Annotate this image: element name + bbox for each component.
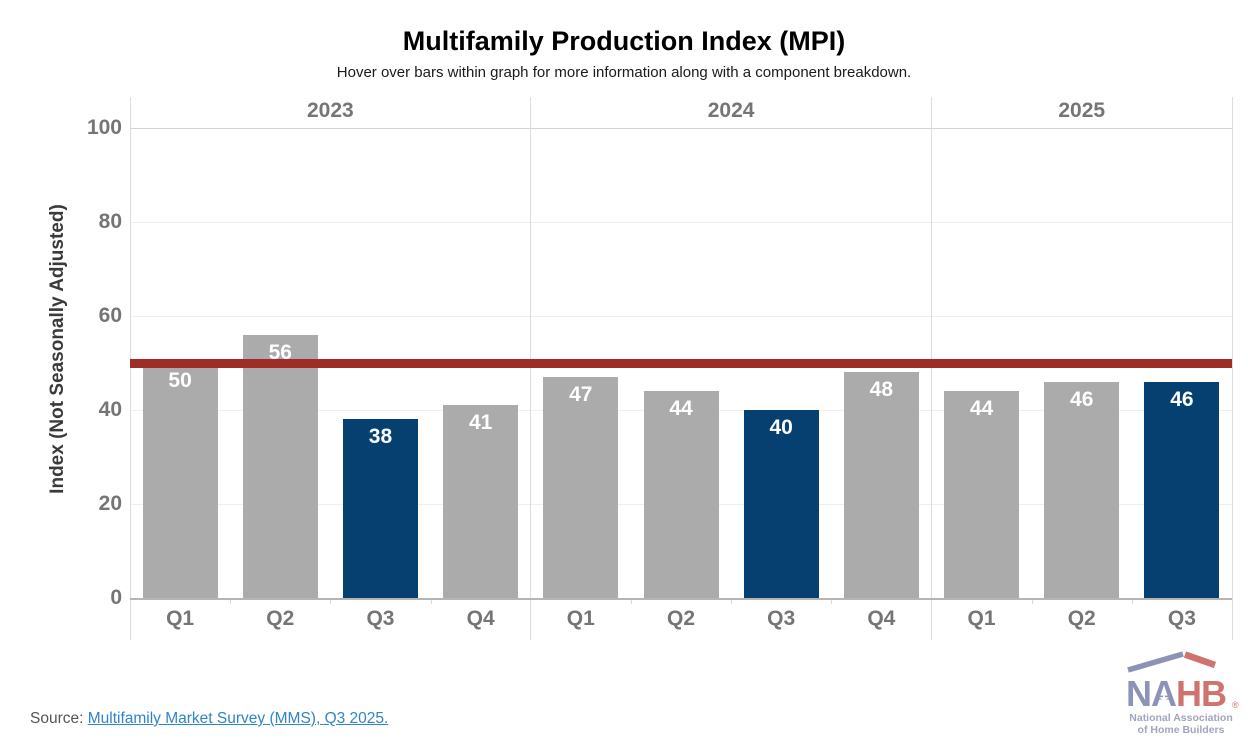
star-icon: ★: [1158, 691, 1170, 706]
gridline-100: [130, 128, 1232, 130]
x-label-2025-q2: Q2: [1067, 607, 1096, 630]
logo-subtitle-line2: of Home Builders: [1138, 724, 1225, 736]
x-label-2023-q3: Q3: [366, 607, 395, 630]
x-label-2024-q1: Q1: [566, 607, 595, 630]
x-label-2023-q4: Q4: [466, 607, 495, 630]
bar-value-2024-q3: 40: [769, 416, 793, 440]
y-tick-label-20: 20: [98, 492, 122, 515]
logo-roof-right: [1183, 651, 1217, 669]
y-axis-title: Index (Not Seasonally Adjusted): [47, 204, 68, 494]
bar-2024-q3[interactable]: 40: [743, 410, 819, 598]
y-tick-label-100: 100: [86, 116, 122, 140]
plot-right-border: [1231, 97, 1233, 640]
bar-2023-q3[interactable]: 38: [342, 419, 418, 598]
x-label-2025-q1: Q1: [967, 607, 996, 630]
source-prefix: Source:: [30, 710, 88, 727]
y-tick-label-0: 0: [110, 586, 122, 609]
gridline-60: [130, 316, 1232, 318]
x-minor-tick: [630, 598, 632, 604]
year-separator: [530, 97, 532, 640]
y-tick-label-60: 60: [98, 304, 122, 328]
bar-2025-q2[interactable]: 46: [1044, 381, 1120, 598]
bar-2023-q2[interactable]: 56: [242, 334, 318, 598]
chart-subtitle: Hover over bars within graph for more in…: [336, 64, 912, 81]
x-axis-line: [130, 598, 1232, 600]
bar-value-2024-q2: 44: [669, 397, 693, 421]
logo-wordmark: NAHB: [1126, 673, 1226, 714]
plot-left-border: [129, 97, 131, 640]
bar-value-2025-q3: 46: [1170, 387, 1194, 411]
y-tick-label-40: 40: [98, 398, 122, 422]
bar-2024-q4[interactable]: 48: [843, 372, 919, 598]
year-label-2023: 2023: [307, 99, 354, 122]
bar-value-2023-q1: 50: [168, 369, 192, 393]
x-minor-tick: [1031, 598, 1033, 604]
bar-value-2025-q1: 44: [969, 397, 994, 421]
x-minor-tick: [831, 598, 833, 604]
bar-value-2024-q1: 47: [569, 383, 593, 407]
x-minor-tick: [230, 598, 232, 604]
bar-value-2023-q3: 38: [368, 425, 393, 449]
source-link[interactable]: Multifamily Market Survey (MMS), Q3 2025…: [87, 710, 389, 727]
breakeven-line-50: [130, 358, 1232, 368]
x-label-2023-q2: Q2: [266, 607, 295, 630]
bar-2023-q4[interactable]: 41: [443, 405, 519, 598]
bar-value-2025-q2: 46: [1070, 387, 1094, 411]
gridline-80: [130, 222, 1232, 224]
nahb-logo: NAHB ★ ® National Association of Home Bu…: [1126, 651, 1239, 736]
x-label-2024-q3: Q3: [767, 607, 796, 630]
year-label-2025: 2025: [1058, 99, 1106, 122]
bar-2024-q2[interactable]: 44: [643, 391, 719, 598]
logo-subtitle-line1: National Association: [1129, 712, 1232, 724]
x-label-2024-q4: Q4: [867, 607, 896, 630]
logo-registered-mark: ®: [1232, 700, 1239, 710]
bar-value-2023-q4: 41: [468, 411, 493, 435]
x-label-2024-q2: Q2: [666, 607, 695, 630]
x-label-2025-q3: Q3: [1167, 607, 1196, 630]
bar-value-2024-q4: 48: [869, 378, 894, 402]
source-line: Source: Multifamily Market Survey (MMS),…: [30, 710, 388, 728]
bar-2025-q3[interactable]: 46: [1144, 381, 1220, 598]
bar-2025-q1[interactable]: 44: [944, 391, 1020, 598]
x-minor-tick: [330, 598, 332, 604]
chart-title: Multifamily Production Index (MPI): [402, 26, 846, 56]
year-separator: [930, 97, 932, 640]
bar-value-2023-q2: 56: [268, 340, 292, 364]
x-label-2023-q1: Q1: [166, 607, 195, 630]
x-minor-tick: [731, 598, 733, 604]
x-minor-tick: [430, 598, 432, 604]
bar-2023-q1[interactable]: 50: [142, 363, 218, 598]
y-tick-label-80: 80: [98, 210, 122, 234]
x-minor-tick: [1131, 598, 1133, 604]
bar-2024-q1[interactable]: 47: [543, 377, 619, 598]
logo-roof-left: [1127, 651, 1184, 673]
year-label-2024: 2024: [707, 99, 755, 122]
